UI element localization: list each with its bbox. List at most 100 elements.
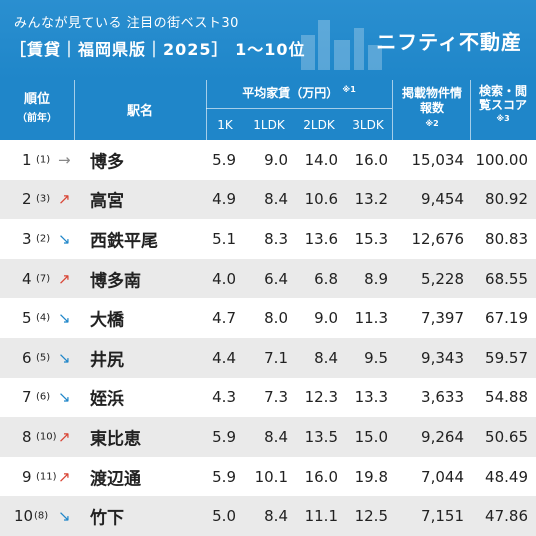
cell-listings: 7,397: [421, 309, 464, 328]
previous-rank: (2): [36, 233, 51, 245]
previous-rank: (6): [36, 391, 51, 403]
cell-ldk2: 13.5: [304, 427, 338, 446]
station-name: 高宮: [90, 191, 124, 212]
cell-score: 48.49: [485, 467, 528, 486]
trend-arrow-icon: ↘: [58, 229, 71, 248]
header-1k: 1K: [217, 118, 233, 132]
cell-listings: 7,044: [421, 467, 464, 486]
station-name: 姪浜: [90, 389, 124, 410]
cell-ldk3: 13.3: [354, 388, 388, 407]
divider: [392, 80, 393, 140]
cell-score: 80.83: [485, 229, 528, 248]
cell-score: 80.92: [485, 190, 528, 209]
previous-rank: (5): [36, 352, 51, 364]
station-name: 大橋: [90, 310, 124, 331]
previous-rank: (4): [36, 312, 51, 324]
banner: みんなが見ている 注目の街ベスト30 ［賃貸｜福岡県版｜2025］ 1〜10位 …: [0, 0, 536, 80]
cell-ldk3: 15.3: [354, 229, 388, 248]
trend-arrow-icon: ↘: [58, 388, 71, 407]
cell-listings: 9,454: [421, 190, 464, 209]
cell-listings: 12,676: [411, 229, 465, 248]
cell-listings: 7,151: [421, 507, 464, 526]
cell-listings: 9,343: [421, 348, 464, 367]
cell-ldk1: 6.4: [264, 269, 288, 288]
cell-ldk3: 15.0: [354, 427, 388, 446]
cell-score: 54.88: [485, 388, 528, 407]
divider: [206, 80, 207, 140]
header-listings: 掲載物件情報数 ※2: [402, 86, 463, 128]
cell-ldk2: 10.6: [304, 190, 338, 209]
table-row: 10 (8) ↘ 竹下 5.0 8.4 11.1 12.5 7,151 47.86: [0, 496, 536, 536]
rank-number: 9: [22, 467, 32, 486]
cell-ldk2: 12.3: [304, 388, 338, 407]
table-header: 順位 （前年） 駅名 平均家賃（万円） ※1 1K 1LDK 2LDK 3LDK…: [0, 80, 536, 140]
previous-rank: (8): [34, 510, 49, 522]
cell-score: 67.19: [485, 309, 528, 328]
divider: [74, 80, 75, 140]
cell-ldk1: 8.4: [264, 427, 288, 446]
cell-k1: 4.9: [212, 190, 236, 209]
cell-ldk3: 13.2: [354, 190, 388, 209]
cell-score: 50.65: [485, 427, 528, 446]
header-2ldk: 2LDK: [303, 118, 335, 132]
cell-ldk3: 12.5: [354, 507, 388, 526]
cell-ldk3: 19.8: [354, 467, 388, 486]
cell-ldk1: 8.0: [264, 309, 288, 328]
header-score: 検索・閲覧スコア ※3: [478, 84, 527, 123]
cell-score: 59.57: [485, 348, 528, 367]
skyline-decoration-icon: [301, 20, 382, 70]
cell-score: 68.55: [485, 269, 528, 288]
station-name: 東比恵: [90, 429, 141, 450]
rank-number: 3: [22, 229, 32, 248]
rank-number: 8: [22, 427, 32, 446]
table-row: 1 (1) → 博多 5.9 9.0 14.0 16.0 15,034 100.00: [0, 140, 536, 180]
station-name: 博多: [90, 152, 124, 173]
cell-k1: 5.1: [212, 229, 236, 248]
cell-ldk1: 9.0: [264, 150, 288, 169]
header-station: 駅名: [126, 104, 153, 119]
rank-number: 1: [22, 150, 32, 169]
rank-number: 5: [22, 309, 32, 328]
cell-listings: 3,633: [421, 388, 464, 407]
cell-ldk2: 11.1: [304, 507, 338, 526]
cell-ldk2: 14.0: [304, 150, 338, 169]
cell-k1: 4.7: [212, 309, 236, 328]
cell-ldk1: 7.3: [264, 388, 288, 407]
rank-number: 2: [22, 190, 32, 209]
cell-listings: 15,034: [411, 150, 465, 169]
trend-arrow-icon: ↗: [58, 467, 71, 486]
trend-arrow-icon: →: [58, 150, 71, 169]
cell-k1: 5.9: [212, 467, 236, 486]
trend-arrow-icon: ↗: [58, 269, 71, 288]
cell-k1: 5.9: [212, 427, 236, 446]
table-row: 3 (2) ↘ 西鉄平尾 5.1 8.3 13.6 15.3 12,676 80.83: [0, 219, 536, 259]
brand-logo: ニフティ不動産: [376, 30, 522, 54]
previous-rank: (3): [36, 193, 51, 205]
cell-ldk2: 6.8: [314, 269, 338, 288]
cell-ldk3: 16.0: [354, 150, 388, 169]
station-name: 西鉄平尾: [90, 231, 158, 252]
cell-ldk1: 10.1: [254, 467, 288, 486]
cell-ldk1: 8.4: [264, 190, 288, 209]
cell-ldk1: 8.3: [264, 229, 288, 248]
previous-rank: (7): [36, 273, 51, 285]
cell-ldk2: 9.0: [314, 309, 338, 328]
cell-k1: 4.4: [212, 348, 236, 367]
trend-arrow-icon: ↗: [58, 190, 71, 209]
trend-arrow-icon: ↘: [58, 507, 71, 526]
cell-k1: 5.9: [212, 150, 236, 169]
cell-k1: 4.0: [212, 269, 236, 288]
cell-score: 47.86: [485, 507, 528, 526]
trend-arrow-icon: ↘: [58, 309, 71, 328]
table-row: 4 (7) ↗ 博多南 4.0 6.4 6.8 8.9 5,228 68.55: [0, 258, 536, 299]
rank-number: 10: [14, 507, 34, 526]
page-title: ［賃貸｜福岡県版｜2025］ 1〜10位: [10, 40, 306, 59]
previous-rank: (10): [36, 431, 57, 443]
previous-rank: (1): [36, 154, 51, 166]
station-name: 渡辺通: [90, 469, 141, 490]
cell-k1: 5.0: [212, 507, 236, 526]
table-row: 2 (3) ↗ 高宮 4.9 8.4 10.6 13.2 9,454 80.92: [0, 179, 536, 220]
cell-ldk2: 13.6: [304, 229, 338, 248]
table-row: 6 (5) ↘ 井尻 4.4 7.1 8.4 9.5 9,343 59.57: [0, 338, 536, 378]
cell-ldk3: 11.3: [354, 309, 388, 328]
